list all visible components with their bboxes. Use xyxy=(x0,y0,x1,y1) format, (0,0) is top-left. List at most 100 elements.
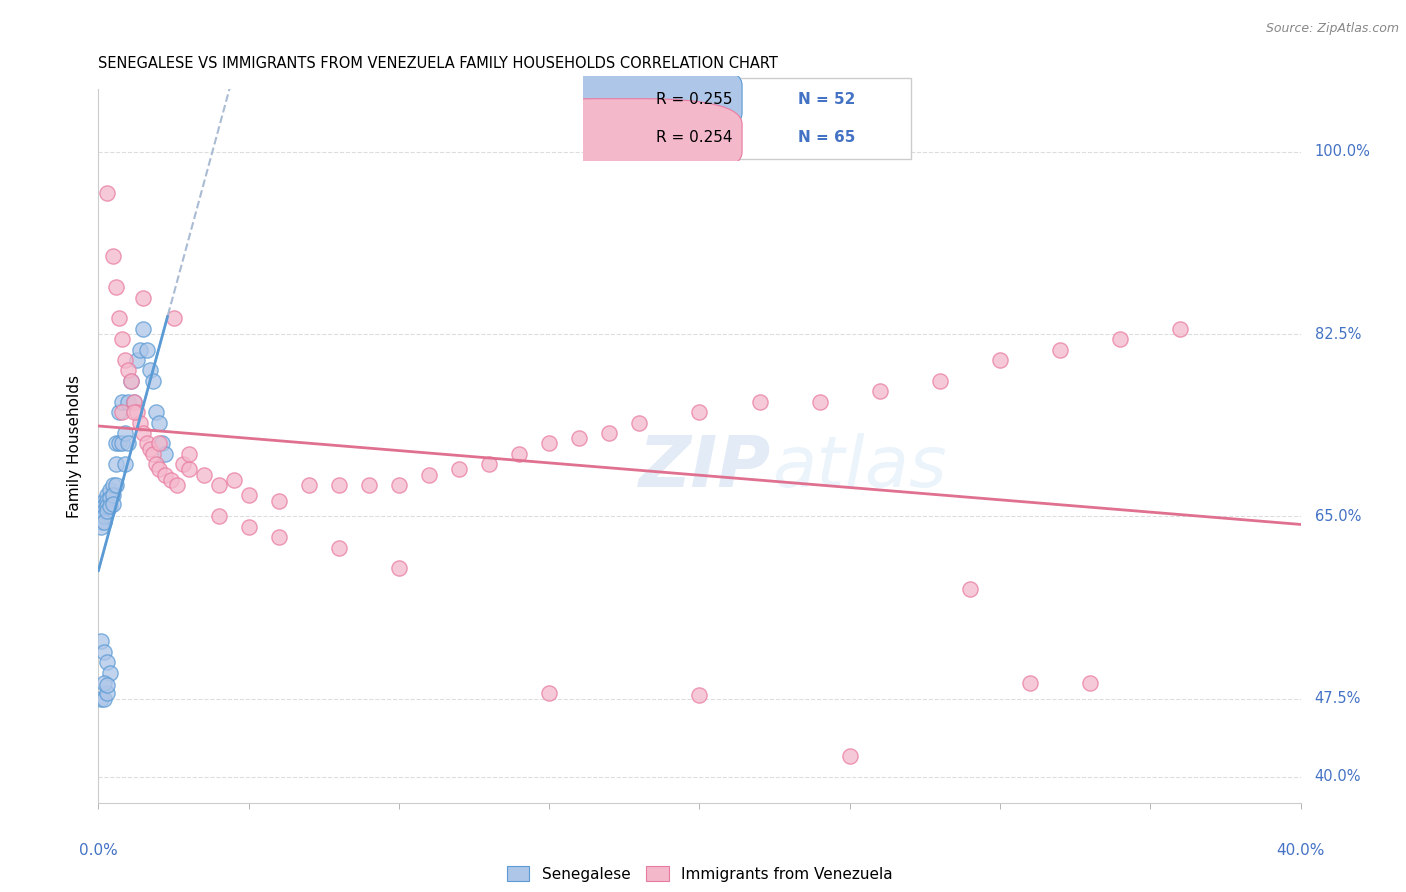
Point xyxy=(114,353,136,368)
Point xyxy=(135,436,157,450)
Point xyxy=(145,405,167,419)
Point xyxy=(357,478,380,492)
Point xyxy=(688,405,710,419)
Text: SENEGALESE VS IMMIGRANTS FROM VENEZUELA FAMILY HOUSEHOLDS CORRELATION CHART: SENEGALESE VS IMMIGRANTS FROM VENEZUELA … xyxy=(98,56,779,71)
Point xyxy=(93,509,115,524)
Text: R = 0.255: R = 0.255 xyxy=(657,92,733,107)
Point xyxy=(105,436,128,450)
Point xyxy=(96,186,118,201)
Point xyxy=(100,491,122,505)
Point xyxy=(96,499,118,513)
Point xyxy=(172,457,194,471)
Point xyxy=(93,499,115,513)
Point xyxy=(93,691,115,706)
Point xyxy=(598,425,620,440)
Point xyxy=(166,478,188,492)
Text: 0.0%: 0.0% xyxy=(79,843,118,858)
Point xyxy=(124,405,146,419)
Point xyxy=(1019,676,1042,690)
Point xyxy=(96,504,118,518)
Point xyxy=(177,462,200,476)
Point xyxy=(141,447,163,461)
Point xyxy=(153,447,176,461)
Point xyxy=(838,748,860,763)
Point xyxy=(1049,343,1071,357)
Point xyxy=(129,343,152,357)
Point xyxy=(988,353,1011,368)
Point xyxy=(124,394,146,409)
Text: ZIP: ZIP xyxy=(640,433,772,502)
Point xyxy=(959,582,981,597)
FancyBboxPatch shape xyxy=(498,60,742,138)
Point xyxy=(100,483,122,498)
Point xyxy=(108,436,131,450)
Point xyxy=(103,488,125,502)
Point xyxy=(150,436,173,450)
Point xyxy=(117,394,139,409)
Point xyxy=(388,478,411,492)
Point xyxy=(93,645,115,659)
Text: 40.0%: 40.0% xyxy=(1277,843,1324,858)
Point xyxy=(267,493,290,508)
Point xyxy=(929,374,952,388)
Point xyxy=(90,520,112,534)
Point xyxy=(121,374,143,388)
Point xyxy=(808,394,831,409)
Point xyxy=(103,249,125,263)
Point xyxy=(100,665,122,680)
Point xyxy=(105,457,128,471)
Point xyxy=(96,678,118,692)
Point xyxy=(141,374,163,388)
Point xyxy=(1170,322,1192,336)
Point xyxy=(117,363,139,377)
Point xyxy=(90,504,112,518)
Point xyxy=(127,405,149,419)
Text: 82.5%: 82.5% xyxy=(1315,326,1361,342)
Point xyxy=(162,311,184,326)
Point xyxy=(145,457,167,471)
Point xyxy=(103,497,125,511)
Point xyxy=(222,473,245,487)
Point xyxy=(132,425,155,440)
Point xyxy=(90,634,112,648)
Point xyxy=(114,457,136,471)
FancyBboxPatch shape xyxy=(586,78,911,159)
Point xyxy=(108,405,131,419)
Point xyxy=(108,311,131,326)
Point xyxy=(132,291,155,305)
Point xyxy=(1078,676,1101,690)
Point xyxy=(688,689,710,703)
Point xyxy=(90,509,112,524)
Point xyxy=(478,457,501,471)
Point xyxy=(748,394,770,409)
Point xyxy=(447,462,470,476)
Text: 40.0%: 40.0% xyxy=(1315,769,1361,784)
Point xyxy=(138,363,160,377)
Text: 65.0%: 65.0% xyxy=(1315,508,1361,524)
Text: N = 52: N = 52 xyxy=(799,92,856,107)
Point xyxy=(96,493,118,508)
Point xyxy=(129,416,152,430)
Point xyxy=(328,478,350,492)
Point xyxy=(135,343,157,357)
Point xyxy=(388,561,411,575)
Point xyxy=(267,530,290,544)
Point xyxy=(193,467,215,482)
Point xyxy=(869,384,891,399)
Point xyxy=(90,499,112,513)
Point xyxy=(238,520,260,534)
Point xyxy=(127,353,149,368)
Point xyxy=(238,488,260,502)
Point xyxy=(1109,332,1132,346)
Point xyxy=(93,515,115,529)
Point xyxy=(96,488,118,502)
Point xyxy=(121,374,143,388)
Point xyxy=(117,436,139,450)
Point xyxy=(538,436,561,450)
Point xyxy=(148,462,170,476)
Text: R = 0.254: R = 0.254 xyxy=(657,130,733,145)
Point xyxy=(111,394,134,409)
Point xyxy=(298,478,321,492)
Point xyxy=(93,676,115,690)
Point xyxy=(148,436,170,450)
